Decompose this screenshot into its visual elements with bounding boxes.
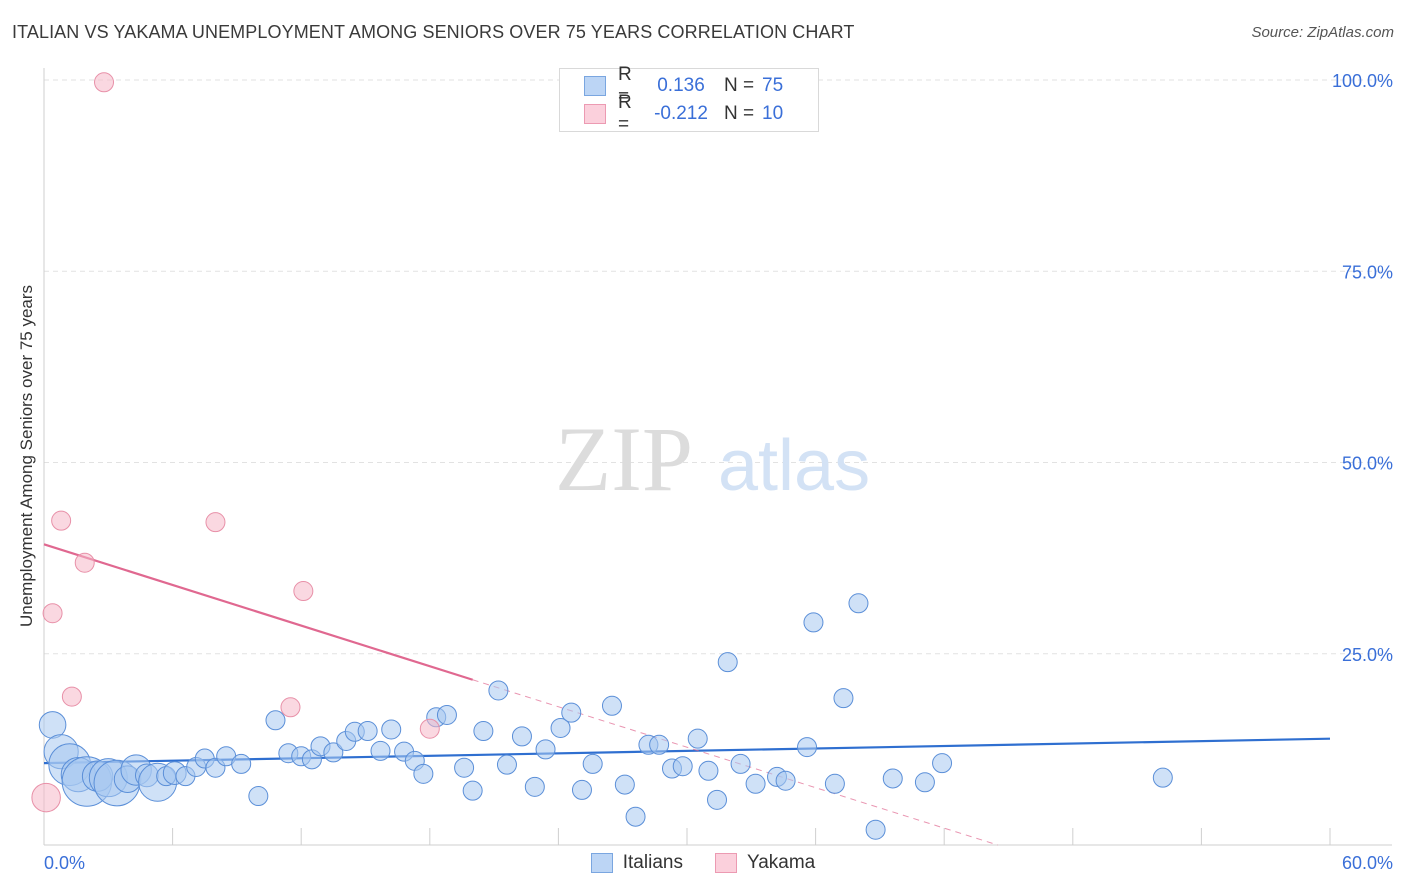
- data-points: [31, 72, 1173, 840]
- point-italians: [775, 770, 796, 791]
- point-italians: [797, 737, 818, 758]
- legend-label-italians: Italians: [622, 852, 683, 873]
- point-italians: [550, 717, 571, 738]
- x-tick-label: 60.0%: [1342, 853, 1393, 873]
- point-yakama: [61, 686, 82, 707]
- point-yakama: [293, 581, 314, 602]
- legend-n-label: N =: [724, 75, 755, 96]
- point-italians: [488, 680, 509, 701]
- y-tick-label: 50.0%: [1342, 454, 1393, 474]
- point-italians: [707, 789, 728, 810]
- legend-r-label: R =: [618, 64, 632, 107]
- point-italians: [745, 773, 766, 794]
- point-italians: [511, 726, 532, 747]
- point-italians: [381, 719, 402, 740]
- point-italians: [730, 753, 751, 774]
- y-tick-label: 25.0%: [1342, 645, 1393, 665]
- legend-label-yakama: Yakama: [746, 852, 816, 873]
- point-italians: [413, 763, 434, 784]
- point-italians: [914, 772, 935, 793]
- point-italians: [248, 786, 269, 807]
- point-italians: [649, 734, 670, 755]
- legend-r-label: R =: [618, 92, 632, 135]
- point-yakama: [94, 72, 115, 93]
- trend-lines: [43, 543, 1331, 846]
- point-italians: [803, 612, 824, 633]
- point-italians: [698, 760, 719, 781]
- x-tick-label: 0.0%: [44, 853, 85, 873]
- legend-n-value: 10: [762, 103, 784, 124]
- trend-line-italians: [43, 737, 1331, 765]
- point-italians: [265, 710, 286, 731]
- point-yakama: [280, 697, 301, 718]
- point-italians: [535, 739, 556, 760]
- legend-row-yakama: R = -0.212 N = 10: [584, 92, 784, 135]
- point-yakama: [31, 782, 61, 813]
- point-italians: [571, 779, 592, 800]
- legend-row-italians: R = 0.136 N = 75: [584, 64, 784, 107]
- point-yakama: [74, 552, 95, 573]
- watermark-zip: ZIP: [555, 408, 693, 510]
- point-italians: [1152, 767, 1173, 788]
- point-italians: [462, 780, 483, 801]
- point-italians: [561, 702, 582, 723]
- point-italians: [865, 819, 886, 840]
- point-italians: [824, 773, 845, 794]
- point-yakama: [51, 510, 72, 531]
- point-italians: [454, 757, 475, 778]
- point-italians: [932, 753, 953, 774]
- point-yakama: [205, 512, 226, 533]
- point-italians: [625, 806, 646, 827]
- point-italians: [601, 695, 622, 716]
- point-yakama: [42, 603, 63, 624]
- trend-line-yakama: [43, 543, 473, 681]
- tick-labels: 100.0% 75.0% 50.0% 25.0% 0.0% 60.0%: [44, 71, 1393, 873]
- series-legend: Italians Yakama: [0, 852, 1406, 874]
- point-italians: [473, 721, 494, 742]
- legend-swatch-italians: [590, 853, 613, 873]
- point-italians: [370, 740, 391, 761]
- point-italians: [614, 774, 635, 795]
- point-italians: [848, 593, 869, 614]
- legend-item-italians[interactable]: Italians: [590, 852, 683, 874]
- point-italians: [833, 688, 854, 709]
- point-italians: [687, 728, 708, 749]
- legend-swatch-yakama: [714, 853, 737, 873]
- legend-swatch-italians: [584, 76, 606, 96]
- watermark-atlas: atlas: [718, 426, 870, 506]
- legend-item-yakama[interactable]: Yakama: [714, 852, 816, 874]
- point-yakama: [419, 718, 440, 739]
- point-italians: [323, 742, 344, 763]
- point-italians: [496, 754, 517, 775]
- legend-swatch-yakama: [584, 104, 606, 124]
- legend-r-value: 0.136: [657, 75, 705, 96]
- legend-r-value: -0.212: [654, 103, 708, 124]
- point-italians: [231, 753, 252, 774]
- point-italians: [882, 768, 903, 789]
- chart-source: Source: ZipAtlas.com: [1251, 24, 1394, 41]
- correlation-legend: R = 0.136 N = 75 R = -0.212 N = 10: [559, 64, 819, 135]
- watermark: ZIP atlas: [555, 408, 870, 510]
- point-italians: [357, 721, 378, 742]
- y-tick-label: 75.0%: [1342, 262, 1393, 282]
- legend-n-label: N =: [724, 103, 755, 124]
- y-tick-label: 100.0%: [1332, 71, 1393, 91]
- point-italians: [672, 756, 693, 777]
- point-italians: [436, 704, 457, 725]
- chart-title: ITALIAN VS YAKAMA UNEMPLOYMENT AMONG SEN…: [12, 22, 855, 42]
- point-italians: [524, 776, 545, 797]
- point-italians: [717, 652, 738, 673]
- grid-lines: [44, 79, 1392, 655]
- legend-n-value: 75: [762, 75, 784, 96]
- point-italians: [582, 753, 603, 774]
